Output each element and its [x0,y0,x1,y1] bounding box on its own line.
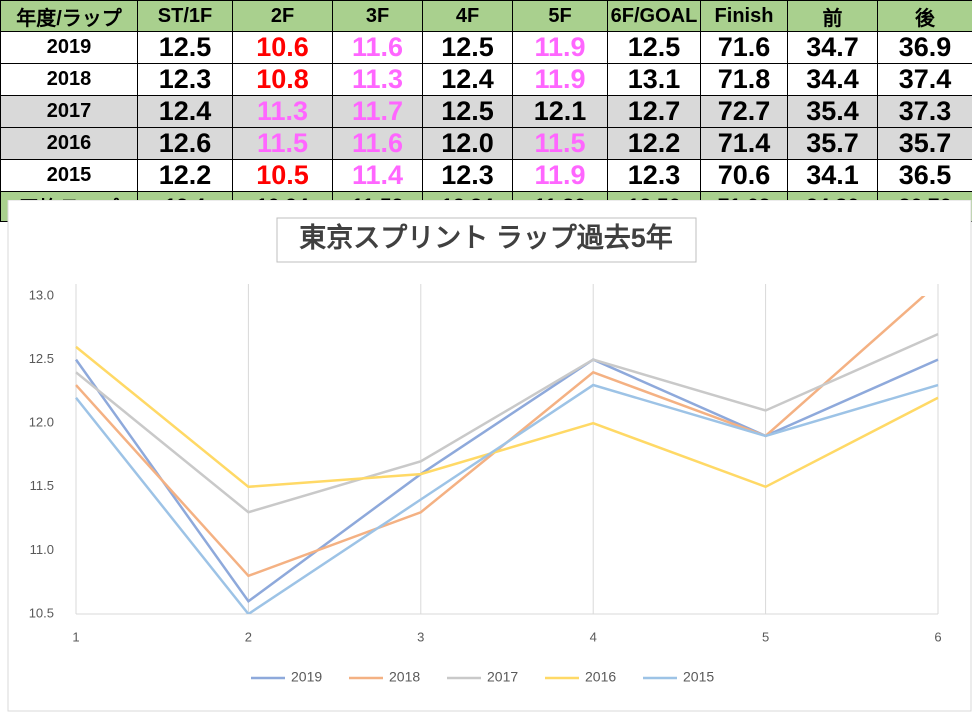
x-tick-label: 3 [417,629,424,644]
cell: 71.6 [700,31,788,64]
row-label: 2019 [0,31,138,64]
cell: 10.6 [232,31,333,64]
cell: 12.4 [422,63,513,96]
y-tick-label: 10.5 [29,605,54,620]
row-label: 2015 [0,159,138,192]
header-cell: Finish [700,0,788,32]
lap-table: 年度/ラップ ST/1F 2F 3F 4F 5F 6F/GOAL Finish 前後 2019 12… [0,0,972,222]
cell: 12.3 [137,63,233,96]
cell: 71.8 [700,63,788,96]
header-cell: 5F [512,0,608,32]
cell: 11.7 [332,95,423,128]
table-row: 2018 12.3 10.8 11.3 12.4 11.9 13.1 71.8 34.4 37.4 [0,63,972,96]
cell: 70.6 [700,159,788,192]
cell: 11.6 [332,127,423,160]
cell: 35.7 [787,127,878,160]
cell: 11.9 [512,31,608,64]
cell: 71.4 [700,127,788,160]
cell: 13.1 [607,63,701,96]
cell: 11.4 [332,159,423,192]
cell: 35.4 [787,95,878,128]
series-line [74,358,939,604]
x-tick-label: 1 [72,629,79,644]
cell: 11.9 [512,63,608,96]
cell: 34.4 [787,63,878,96]
x-tick-label: 4 [590,629,597,644]
table-row: 2015 12.2 10.5 11.4 12.3 11.9 12.3 70.6 34.1 36.5 [0,159,972,192]
cell: 36.9 [877,31,972,64]
header-cell: ST/1F [137,0,233,32]
cell: 72.7 [700,95,788,128]
legend-label: 2015 [683,669,714,685]
cell: 11.9 [512,159,608,192]
cell: 34.1 [787,159,878,192]
table-row: 2017 12.4 11.3 11.7 12.5 12.1 12.7 72.7 35.4 37.3 [0,95,972,128]
table-row: 2019 12.5 10.6 11.6 12.5 11.9 12.5 71.6 34.7 36.9 [0,31,972,64]
cell: 12.3 [607,159,701,192]
series-line [75,345,939,489]
header-cell: 後 [877,0,972,32]
row-label: 2018 [0,63,138,96]
cell: 36.5 [877,159,972,192]
y-tick-label: 11.0 [30,542,54,557]
cell: 12.4 [137,95,233,128]
cell: 12.5 [422,95,513,128]
y-tick-label: 11.5 [30,478,54,493]
cell: 12.0 [422,127,513,160]
cell: 35.7 [877,127,972,160]
cell: 11.5 [232,127,333,160]
x-tick-label: 2 [245,629,252,644]
y-tick-label: 12.5 [29,351,54,366]
cell: 10.8 [232,63,333,96]
cell: 12.2 [607,127,701,160]
cell: 12.3 [422,159,513,192]
x-tick-label: 6 [934,629,941,644]
cell: 37.4 [877,63,972,96]
series-line [75,383,939,614]
header-cell: 6F/GOAL [607,0,701,32]
cell: 11.3 [232,95,333,128]
cell: 12.7 [607,95,701,128]
cell: 11.6 [332,31,423,64]
legend-label: 2019 [291,669,322,685]
cell: 37.3 [877,95,972,128]
y-tick-label: 13.0 [29,287,54,302]
x-tick-label: 5 [762,629,769,644]
y-tick-label: 12.0 [29,415,54,430]
header-cell: 前 [787,0,878,32]
header-cell: 4F [422,0,513,32]
header-cell: 3F [332,0,423,32]
cell: 10.5 [232,159,333,192]
header-row: 年度/ラップ ST/1F 2F 3F 4F 5F 6F/GOAL Finish 前後 [0,0,972,32]
legend-label: 2017 [487,669,518,685]
cell: 12.2 [137,159,233,192]
title-box [276,217,697,263]
chart-title: 東京スプリント ラップ過去5年 [299,222,673,253]
table-row: 2016 12.6 11.5 11.6 12.0 11.5 12.2 71.4 35.7 35.7 [0,127,972,160]
row-label: 2016 [0,127,138,160]
cell: 12.5 [607,31,701,64]
cell: 34.7 [787,31,878,64]
legend-label: 2018 [389,669,420,685]
series-line [75,333,939,514]
header-cell: 年度/ラップ [0,0,138,32]
cell: 12.5 [137,31,233,64]
legend-label: 2016 [585,669,616,685]
cell: 11.3 [332,63,423,96]
header-cell: 2F [232,0,333,32]
chart: 東京スプリント ラップ過去5年 10.5 11.0 11.5 12.0 12.5 13.0… [7,200,972,712]
cell: 12.6 [137,127,233,160]
row-label: 2017 [0,95,138,128]
cell: 11.5 [512,127,608,160]
cell: 12.5 [422,31,513,64]
cell: 12.1 [512,95,608,128]
